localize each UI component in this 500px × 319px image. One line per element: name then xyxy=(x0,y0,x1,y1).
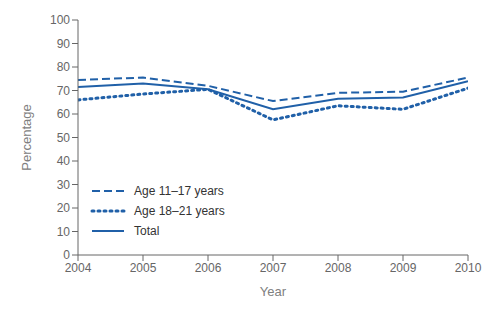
svg-text:60: 60 xyxy=(57,107,71,121)
svg-text:2006: 2006 xyxy=(195,261,222,275)
svg-text:0: 0 xyxy=(63,248,70,262)
svg-text:100: 100 xyxy=(50,13,70,27)
svg-text:50: 50 xyxy=(57,131,71,145)
svg-text:2007: 2007 xyxy=(260,261,287,275)
svg-text:80: 80 xyxy=(57,60,71,74)
html-text:Age 18–21 years: Age 18–21 years xyxy=(134,204,225,218)
html-text:Age 11–17 years: Age 11–17 years xyxy=(134,184,224,198)
svg-text:2009: 2009 xyxy=(390,261,417,275)
svg-text:20: 20 xyxy=(57,201,71,215)
svg-text:2008: 2008 xyxy=(325,261,352,275)
svg-text:2010: 2010 xyxy=(455,261,482,275)
svg-text:Year: Year xyxy=(260,284,287,299)
html-text:Total: Total xyxy=(134,224,160,238)
svg-text:90: 90 xyxy=(57,37,71,51)
svg-text:30: 30 xyxy=(57,178,71,192)
svg-text:70: 70 xyxy=(57,84,71,98)
svg-text:Percentage: Percentage xyxy=(19,104,34,171)
svg-text:10: 10 xyxy=(57,225,71,239)
svg-text:2004: 2004 xyxy=(65,261,92,275)
svg-text:40: 40 xyxy=(57,154,71,168)
svg-text:2005: 2005 xyxy=(130,261,157,275)
